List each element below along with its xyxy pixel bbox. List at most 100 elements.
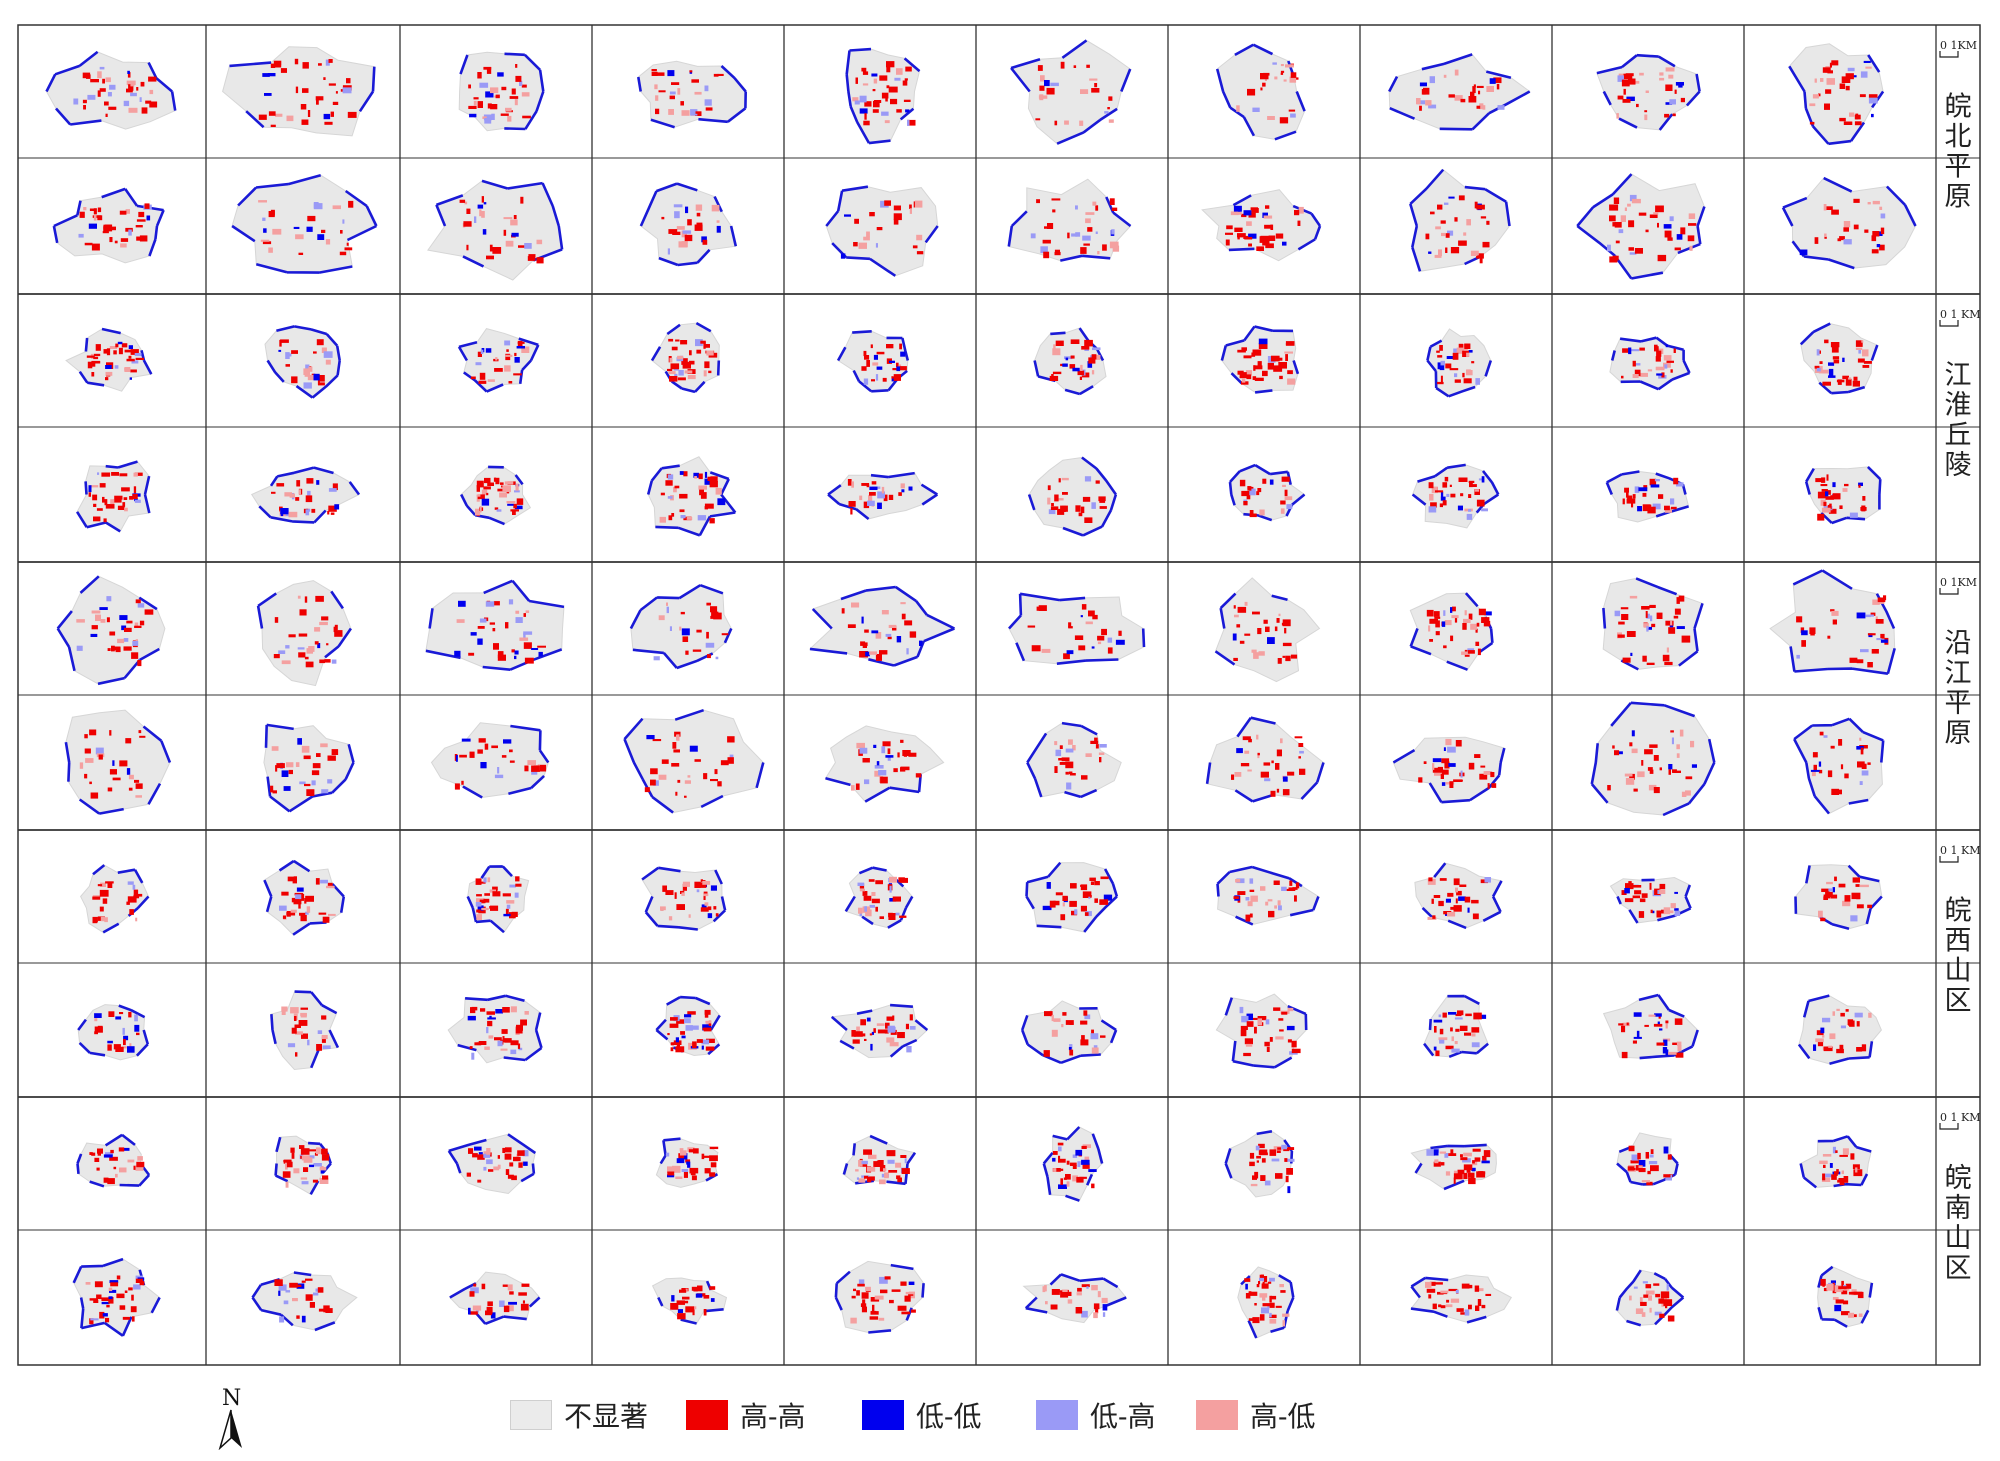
cluster-patch bbox=[299, 609, 307, 616]
cluster-patch bbox=[1671, 737, 1674, 745]
cluster-patch bbox=[1843, 239, 1852, 245]
cluster-patch bbox=[1257, 488, 1262, 493]
cluster-patch bbox=[472, 1153, 478, 1158]
county-map bbox=[808, 585, 956, 667]
cluster-patch bbox=[510, 1006, 517, 1013]
cluster-patch bbox=[1246, 1013, 1253, 1021]
cluster-patch bbox=[1632, 1040, 1637, 1044]
cluster-patch bbox=[1472, 1160, 1475, 1164]
cluster-patch bbox=[1609, 215, 1616, 222]
cluster-patch bbox=[677, 377, 686, 381]
cluster-patch bbox=[1249, 510, 1254, 514]
cluster-patch bbox=[909, 208, 912, 214]
low-low-boundary bbox=[1025, 861, 1119, 933]
cluster-patch bbox=[716, 220, 720, 223]
cluster-patch bbox=[1088, 610, 1095, 617]
cluster-patch bbox=[1475, 1305, 1480, 1311]
cluster-patch bbox=[477, 351, 482, 357]
cluster-patch bbox=[1843, 227, 1849, 232]
cluster-patch bbox=[105, 371, 113, 376]
cluster-patch bbox=[128, 355, 132, 359]
cluster-patch bbox=[1832, 1011, 1835, 1016]
cluster-patch bbox=[1286, 1168, 1293, 1175]
cluster-patch bbox=[1279, 117, 1289, 124]
cluster-patch bbox=[1653, 1023, 1663, 1027]
cluster-patch bbox=[522, 115, 531, 119]
cluster-patch bbox=[104, 917, 108, 923]
cluster-patch bbox=[1068, 771, 1073, 775]
cluster-patch bbox=[1426, 609, 1434, 617]
cluster-patch bbox=[1823, 1287, 1828, 1292]
cluster-patch bbox=[102, 231, 109, 234]
cluster-patch bbox=[1069, 773, 1076, 776]
cluster-patch bbox=[1440, 496, 1446, 501]
cluster-patch bbox=[1669, 99, 1676, 105]
cluster-patch bbox=[483, 486, 491, 490]
cluster-patch bbox=[1820, 78, 1824, 82]
cluster-patch bbox=[1618, 751, 1623, 755]
cluster-patch bbox=[672, 1165, 681, 1173]
county-map bbox=[1008, 592, 1146, 665]
cluster-patch bbox=[684, 1153, 688, 1160]
cluster-patch bbox=[494, 368, 503, 372]
cluster-patch bbox=[1284, 496, 1293, 501]
cluster-patch bbox=[1433, 611, 1440, 617]
cluster-patch bbox=[134, 472, 143, 476]
county-map bbox=[646, 456, 737, 537]
cluster-patch bbox=[1269, 479, 1274, 485]
cluster-patch bbox=[1639, 72, 1644, 76]
cluster-patch bbox=[893, 213, 902, 221]
cluster-patch bbox=[312, 763, 321, 769]
cluster-patch bbox=[1280, 70, 1285, 73]
cluster-patch bbox=[129, 377, 132, 380]
cluster-patch bbox=[84, 748, 91, 754]
cluster-patch bbox=[296, 1315, 300, 1319]
county-map bbox=[425, 579, 565, 671]
cluster-patch bbox=[859, 95, 867, 103]
cluster-patch bbox=[518, 1162, 523, 1168]
cluster-patch bbox=[1665, 344, 1669, 348]
cluster-patch bbox=[1081, 1035, 1085, 1042]
cluster-patch bbox=[99, 88, 106, 92]
county-area bbox=[1409, 169, 1511, 272]
cluster-patch bbox=[1839, 83, 1846, 89]
cluster-patch bbox=[1455, 1013, 1462, 1017]
cluster-patch bbox=[1259, 1277, 1266, 1282]
cluster-patch bbox=[1872, 599, 1880, 605]
cluster-patch bbox=[1269, 1318, 1277, 1324]
cluster-patch bbox=[1052, 1157, 1056, 1162]
cluster-patch bbox=[1633, 788, 1638, 792]
cluster-patch bbox=[1084, 348, 1089, 351]
cluster-patch bbox=[1832, 482, 1836, 488]
cluster-patch bbox=[100, 916, 105, 922]
cluster-patch bbox=[1258, 1149, 1268, 1155]
cluster-patch bbox=[1449, 368, 1459, 371]
cluster-patch bbox=[134, 499, 141, 503]
cluster-patch bbox=[270, 124, 276, 127]
cluster-patch bbox=[1844, 773, 1849, 779]
cluster-patch bbox=[682, 883, 687, 891]
cluster-patch bbox=[891, 376, 894, 379]
cluster-patch bbox=[1809, 121, 1815, 125]
cluster-patch bbox=[78, 233, 84, 238]
cluster-patch bbox=[322, 916, 330, 923]
cluster-patch bbox=[1085, 218, 1091, 224]
cluster-patch bbox=[1676, 234, 1683, 240]
cluster-patch bbox=[876, 227, 883, 231]
cluster-patch bbox=[1818, 370, 1824, 374]
cluster-patch bbox=[1679, 729, 1684, 737]
cluster-patch bbox=[1061, 757, 1070, 762]
cluster-patch bbox=[1617, 95, 1624, 100]
cluster-patch bbox=[1829, 1033, 1836, 1040]
cluster-patch bbox=[1871, 113, 1874, 118]
cluster-patch bbox=[497, 1040, 503, 1047]
cluster-patch bbox=[470, 376, 476, 380]
cluster-patch bbox=[864, 113, 867, 120]
cluster-patch bbox=[471, 1052, 475, 1060]
cluster-patch bbox=[278, 650, 286, 654]
cluster-patch bbox=[1861, 770, 1869, 776]
cluster-patch bbox=[285, 352, 290, 359]
cluster-patch bbox=[262, 217, 266, 221]
cluster-patch bbox=[679, 1289, 687, 1293]
cluster-patch bbox=[1829, 1163, 1833, 1168]
